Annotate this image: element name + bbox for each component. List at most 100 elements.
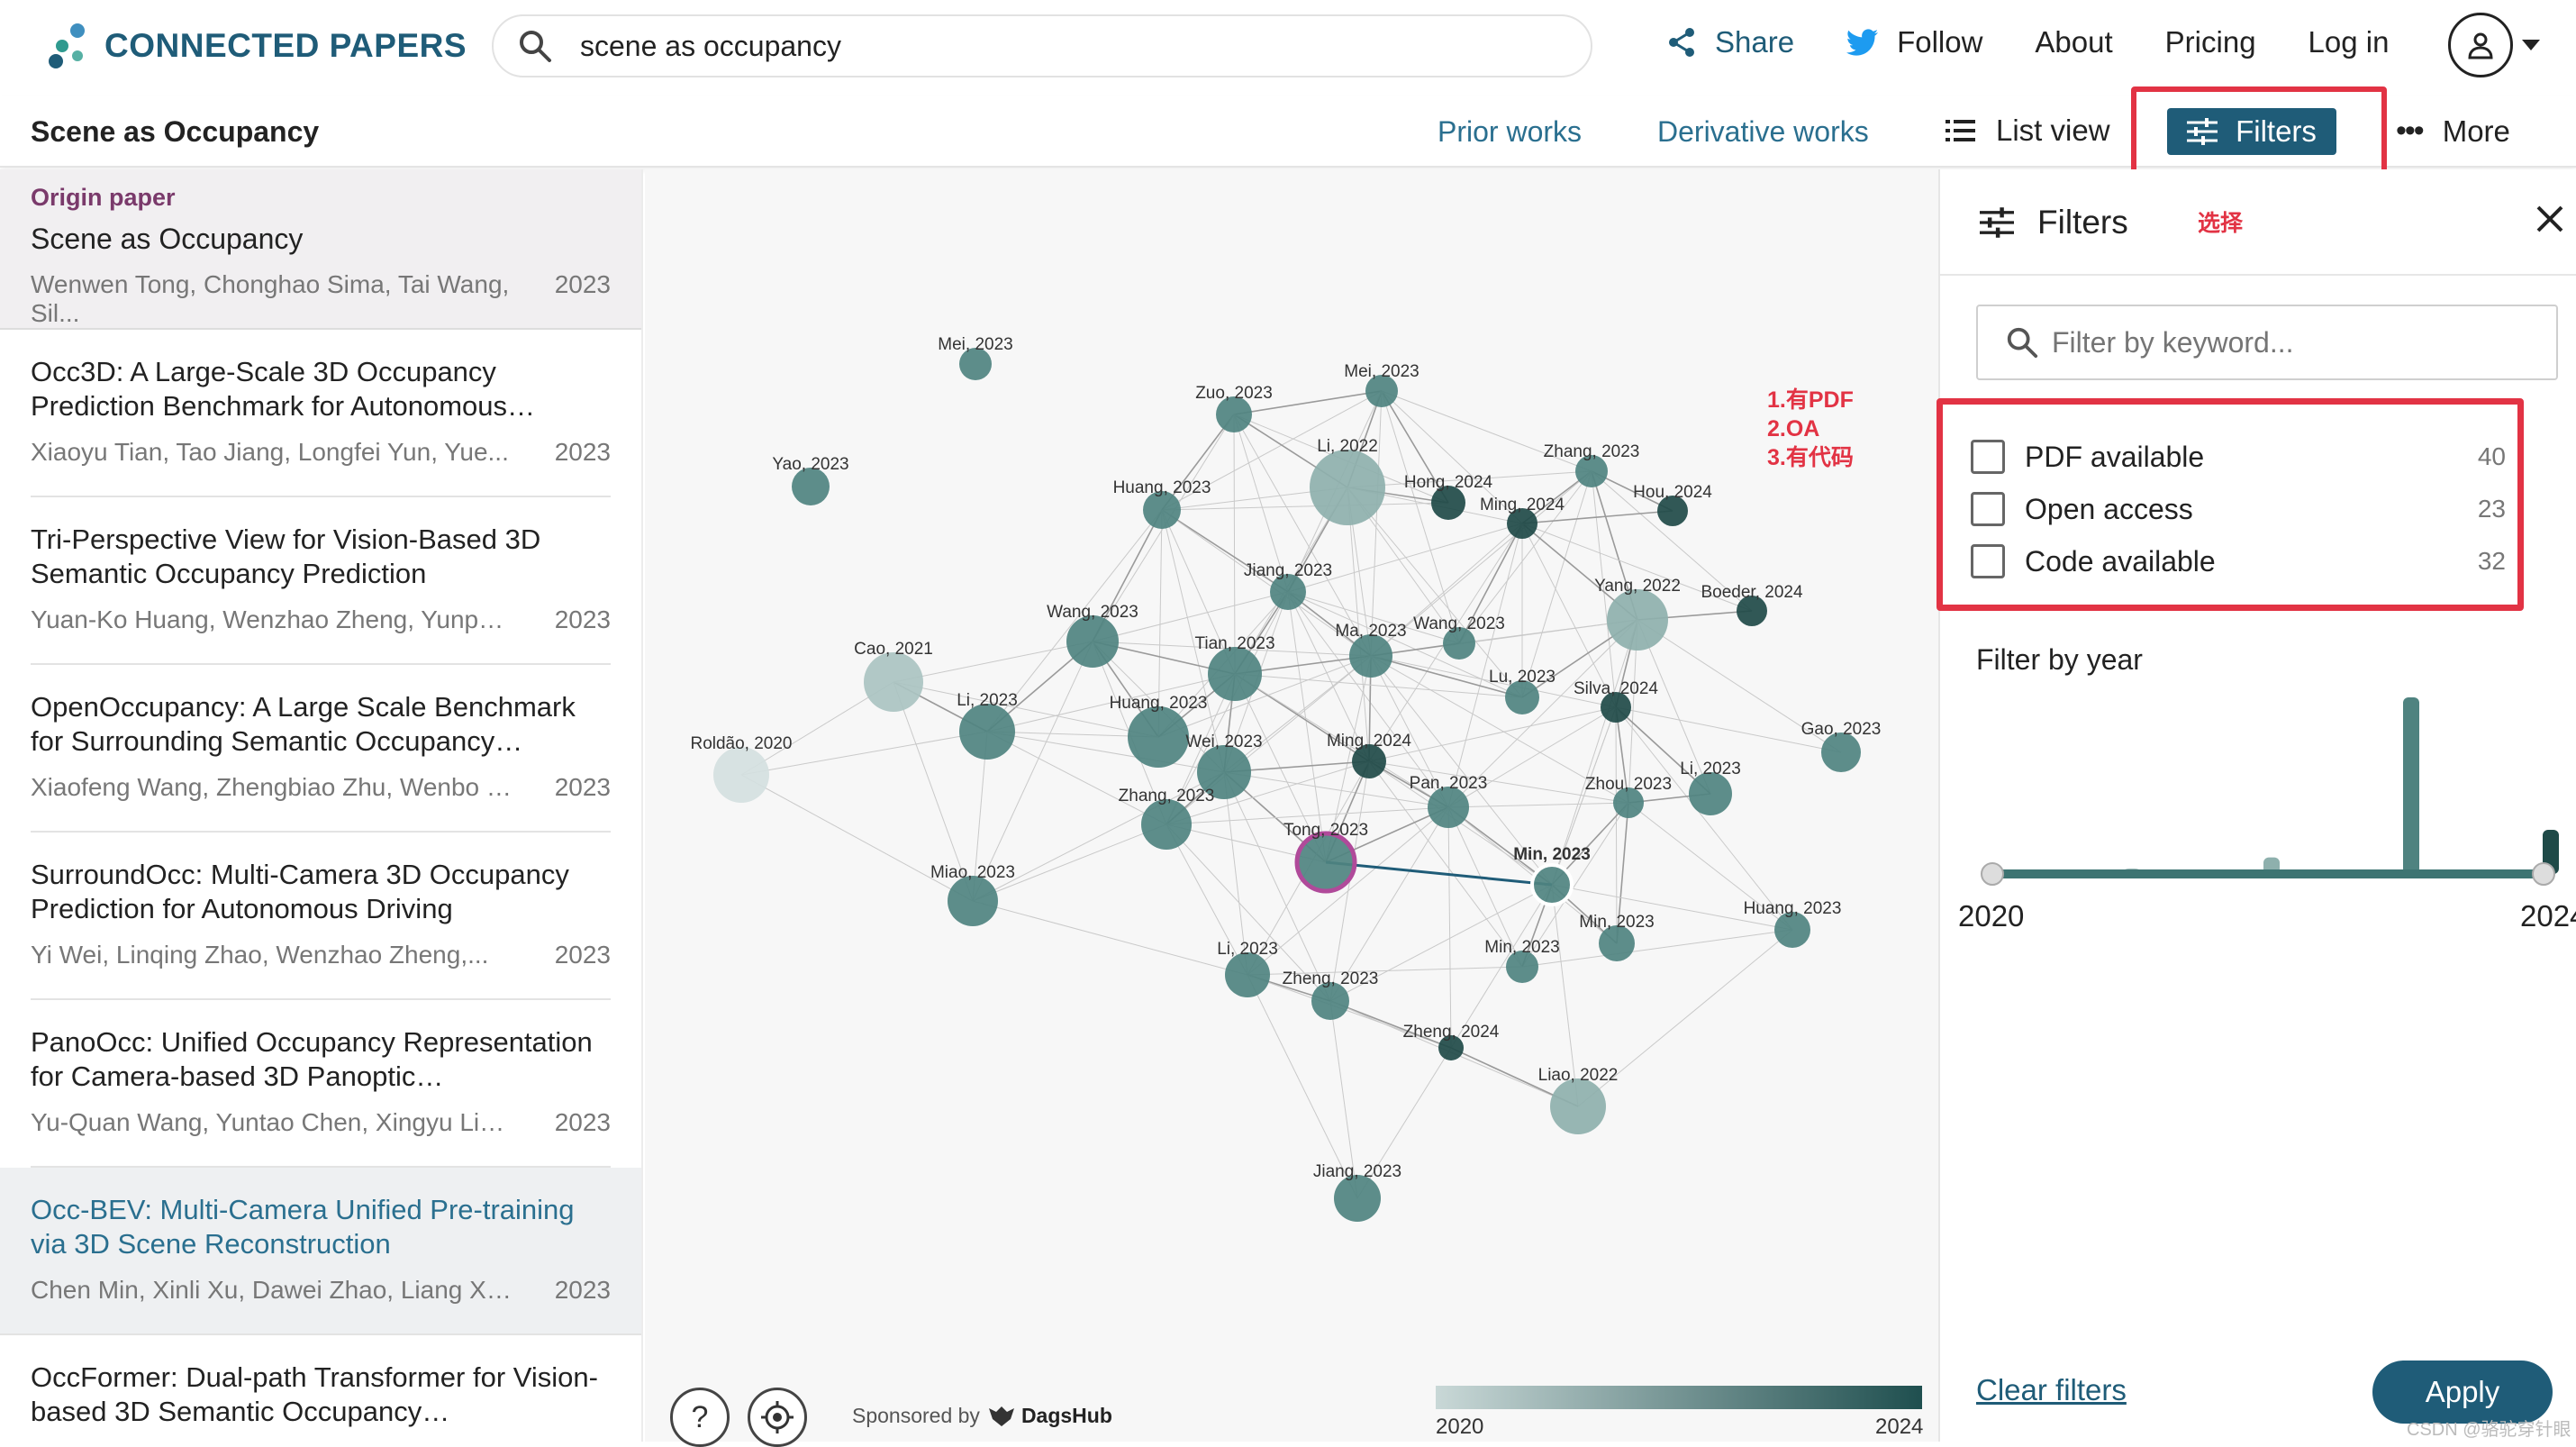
share-button[interactable]: Share bbox=[1666, 25, 1794, 59]
list-item[interactable]: SurroundOcc: Multi-Camera 3D Occupancy P… bbox=[31, 833, 611, 1000]
paper-list: Origin paper Scene as Occupancy Wenwen T… bbox=[0, 169, 643, 1442]
graph-node[interactable] bbox=[1737, 596, 1767, 626]
about-link[interactable]: About bbox=[2035, 25, 2113, 59]
graph-node[interactable] bbox=[959, 348, 992, 380]
graph-svg[interactable]: Mei, 2023 Mei, 2023 Zuo, 2023 Yao, 2023 Huan… bbox=[645, 169, 1938, 1442]
graph-node[interactable] bbox=[1821, 733, 1861, 772]
checkbox[interactable] bbox=[1971, 544, 2005, 578]
graph-edge bbox=[1368, 760, 1629, 804]
origin-paper-card[interactable]: Origin paper Scene as Occupancy Wenwen T… bbox=[0, 169, 641, 330]
graph-node-label: Min, 2023 bbox=[1484, 938, 1559, 957]
prior-works-link[interactable]: Prior works bbox=[1438, 115, 1583, 148]
graph-node-label: Gao, 2023 bbox=[1801, 720, 1882, 739]
graph-node[interactable] bbox=[1216, 396, 1252, 432]
graph-edge bbox=[1287, 591, 1370, 762]
filter-option-count: 23 bbox=[2477, 495, 2506, 523]
graph-node[interactable] bbox=[1128, 706, 1189, 768]
graph-edge bbox=[1521, 802, 1629, 968]
graph-node[interactable] bbox=[713, 747, 769, 803]
graph-edge bbox=[1447, 802, 1629, 808]
checkbox[interactable] bbox=[1971, 440, 2005, 474]
more-button[interactable]: ••• More bbox=[2396, 114, 2510, 149]
graph-node[interactable] bbox=[1607, 589, 1668, 651]
year-histogram[interactable] bbox=[1940, 674, 2576, 899]
graph-node[interactable] bbox=[1601, 692, 1631, 723]
graph-node[interactable] bbox=[1225, 952, 1270, 997]
list-item[interactable]: Tri-Perspective View for Vision-Based 3D… bbox=[31, 497, 611, 665]
logo[interactable]: CONNECTED PAPERS bbox=[49, 23, 467, 68]
list-item-selected[interactable]: Occ-BEV: Multi-Camera Unified Pre-traini… bbox=[0, 1168, 641, 1335]
apply-button[interactable]: Apply bbox=[2372, 1361, 2553, 1424]
graph-node[interactable] bbox=[1270, 574, 1306, 610]
graph-edge bbox=[1287, 591, 1449, 808]
keyword-filter-input[interactable] bbox=[2052, 325, 2556, 359]
search-input[interactable] bbox=[580, 29, 1553, 63]
year-range-handle-start[interactable] bbox=[1981, 862, 2004, 886]
follow-button[interactable]: Follow bbox=[1846, 25, 1982, 59]
graph-edge bbox=[1329, 806, 1449, 1002]
graph-node[interactable] bbox=[1530, 863, 1574, 906]
filters-button[interactable]: Filters bbox=[2167, 108, 2336, 155]
graph-node[interactable] bbox=[1599, 925, 1635, 961]
graph-node[interactable] bbox=[1428, 787, 1469, 828]
derivative-works-link[interactable]: Derivative works bbox=[1657, 115, 1869, 148]
graph-node[interactable] bbox=[1505, 680, 1539, 714]
graph-node[interactable] bbox=[1438, 1035, 1464, 1060]
graph-edge bbox=[986, 509, 1163, 733]
graph-node[interactable] bbox=[1575, 455, 1608, 487]
graph-node[interactable] bbox=[1431, 486, 1465, 520]
graph-node[interactable] bbox=[1066, 615, 1119, 668]
sponsor-link[interactable]: Sponsored by DagsHub bbox=[852, 1404, 1112, 1428]
login-link[interactable]: Log in bbox=[2308, 25, 2390, 59]
list-item[interactable]: OccFormer: Dual-path Transformer for Vis… bbox=[31, 1335, 611, 1442]
chevron-down-icon[interactable] bbox=[2522, 40, 2540, 50]
graph-node[interactable] bbox=[1197, 745, 1251, 799]
graph-canvas[interactable]: Mei, 2023 Mei, 2023 Zuo, 2023 Yao, 2023 Huan… bbox=[645, 169, 1938, 1442]
keyword-filter-field[interactable] bbox=[1976, 305, 2558, 380]
graph-node[interactable] bbox=[1334, 1175, 1381, 1222]
list-item[interactable]: Occ3D: A Large-Scale 3D Occupancy Predic… bbox=[31, 330, 611, 497]
graph-edge bbox=[1233, 414, 1289, 593]
graph-node[interactable] bbox=[792, 468, 830, 505]
graph-node[interactable] bbox=[1507, 508, 1537, 539]
pricing-link[interactable]: Pricing bbox=[2164, 25, 2256, 59]
graph-node[interactable] bbox=[1689, 772, 1732, 815]
graph-node[interactable] bbox=[1443, 627, 1475, 660]
graph-node[interactable] bbox=[1143, 491, 1181, 529]
year-range-handle-end[interactable] bbox=[2532, 862, 2555, 886]
graph-node[interactable] bbox=[1774, 912, 1810, 948]
filter-option-open-access[interactable]: Open access 23 bbox=[1971, 492, 2506, 526]
graph-node[interactable] bbox=[1310, 450, 1385, 525]
search-bar[interactable] bbox=[492, 14, 1592, 77]
graph-node[interactable] bbox=[1208, 647, 1262, 701]
checkbox[interactable] bbox=[1971, 492, 2005, 526]
graph-edge bbox=[1447, 806, 1452, 1049]
graph-node[interactable] bbox=[1365, 375, 1398, 407]
graph-node[interactable] bbox=[1352, 744, 1386, 778]
graph-node[interactable] bbox=[1349, 634, 1392, 678]
graph-node[interactable] bbox=[1613, 787, 1644, 818]
graph-node[interactable] bbox=[1657, 496, 1688, 526]
graph-node[interactable] bbox=[1141, 799, 1192, 850]
graph-node[interactable] bbox=[1311, 982, 1349, 1020]
list-item[interactable]: PanoOcc: Unified Occupancy Representatio… bbox=[31, 1000, 611, 1168]
list-item[interactable]: OpenOccupancy: A Large Scale Benchmark f… bbox=[31, 665, 611, 833]
close-icon[interactable] bbox=[2535, 204, 2565, 234]
graph-node-label: Min, 2023 bbox=[1579, 913, 1654, 932]
graph-node[interactable] bbox=[948, 876, 998, 926]
recenter-button[interactable] bbox=[748, 1388, 807, 1447]
annotation-line: 3.有代码 bbox=[1767, 445, 1854, 470]
user-avatar-button[interactable] bbox=[2448, 13, 2513, 77]
graph-edge bbox=[1370, 470, 1592, 657]
graph-node[interactable] bbox=[1506, 951, 1538, 983]
graph-node[interactable] bbox=[959, 704, 1015, 760]
graph-node[interactable] bbox=[864, 652, 923, 712]
filter-option-pdf[interactable]: PDF available 40 bbox=[1971, 440, 2506, 474]
graph-node[interactable] bbox=[1294, 831, 1357, 894]
list-view-button[interactable]: List view bbox=[1946, 114, 2110, 148]
graph-node[interactable] bbox=[1550, 1078, 1606, 1134]
filter-option-code[interactable]: Code available 32 bbox=[1971, 544, 2506, 578]
help-button[interactable]: ? bbox=[670, 1388, 730, 1447]
clear-filters-link[interactable]: Clear filters bbox=[1976, 1373, 2127, 1406]
graph-node-label: Li, 2023 bbox=[1680, 760, 1741, 778]
